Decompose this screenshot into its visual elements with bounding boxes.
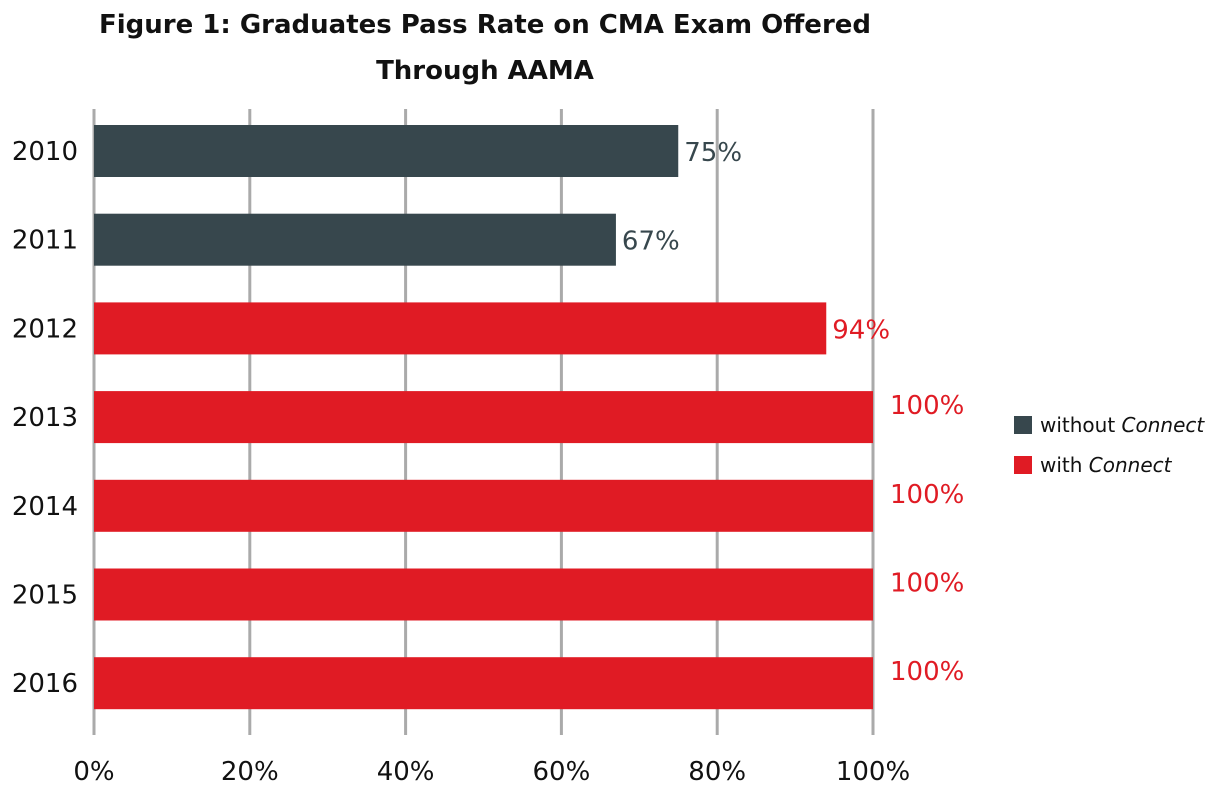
data-labels: 75% 67% 94% 100% 100% 100% 100%	[622, 138, 964, 687]
y-tick-label: 2013	[12, 403, 78, 433]
bar-2016	[94, 657, 873, 710]
legend-label-emphasis: Connect	[1088, 453, 1172, 477]
data-label-2015: 100%	[890, 569, 964, 599]
x-tick-label: 0%	[73, 757, 114, 787]
legend-swatch	[1014, 456, 1032, 474]
x-tick-label: 40%	[377, 757, 435, 787]
legend: without Connect with Connect	[1014, 405, 1227, 485]
bar-2013	[94, 391, 873, 444]
legend-label-emphasis: Connect	[1121, 413, 1205, 437]
y-tick-label: 2016	[12, 669, 78, 699]
data-label-2012: 94%	[832, 315, 890, 345]
chart-title: Figure 1: Graduates Pass Rate on CMA Exa…	[98, 10, 872, 86]
data-label-2013: 100%	[890, 391, 964, 421]
x-tick-labels: 0% 20% 40% 60% 80% 100%	[73, 757, 910, 787]
data-label-2016: 100%	[890, 657, 964, 687]
legend-item-with: with Connect	[1014, 445, 1227, 485]
x-tick-label: 20%	[221, 757, 279, 787]
x-tick-label: 80%	[688, 757, 746, 787]
y-tick-label: 2012	[12, 314, 78, 344]
x-tick-label: 60%	[533, 757, 591, 787]
bar-2014	[94, 479, 873, 532]
bar-2012	[94, 302, 827, 355]
y-tick-labels: 2010 2011 2012 2013 2014 2015 2016	[12, 137, 78, 699]
data-label-2011: 67%	[622, 227, 680, 257]
bar-2015	[94, 568, 873, 621]
y-tick-label: 2011	[12, 226, 78, 256]
legend-label: without Connect	[1040, 413, 1205, 437]
x-tick-label: 100%	[836, 757, 910, 787]
data-label-2014: 100%	[890, 480, 964, 510]
y-tick-label: 2010	[12, 137, 78, 167]
bar-2010	[94, 125, 679, 177]
bars	[94, 125, 873, 710]
y-tick-label: 2015	[12, 581, 78, 611]
legend-label: with Connect	[1040, 453, 1172, 477]
data-label-2010: 75%	[684, 138, 742, 168]
legend-swatch	[1014, 416, 1032, 434]
y-tick-label: 2014	[12, 492, 78, 522]
legend-item-without: without Connect	[1014, 405, 1227, 445]
bar-2011	[94, 213, 616, 266]
